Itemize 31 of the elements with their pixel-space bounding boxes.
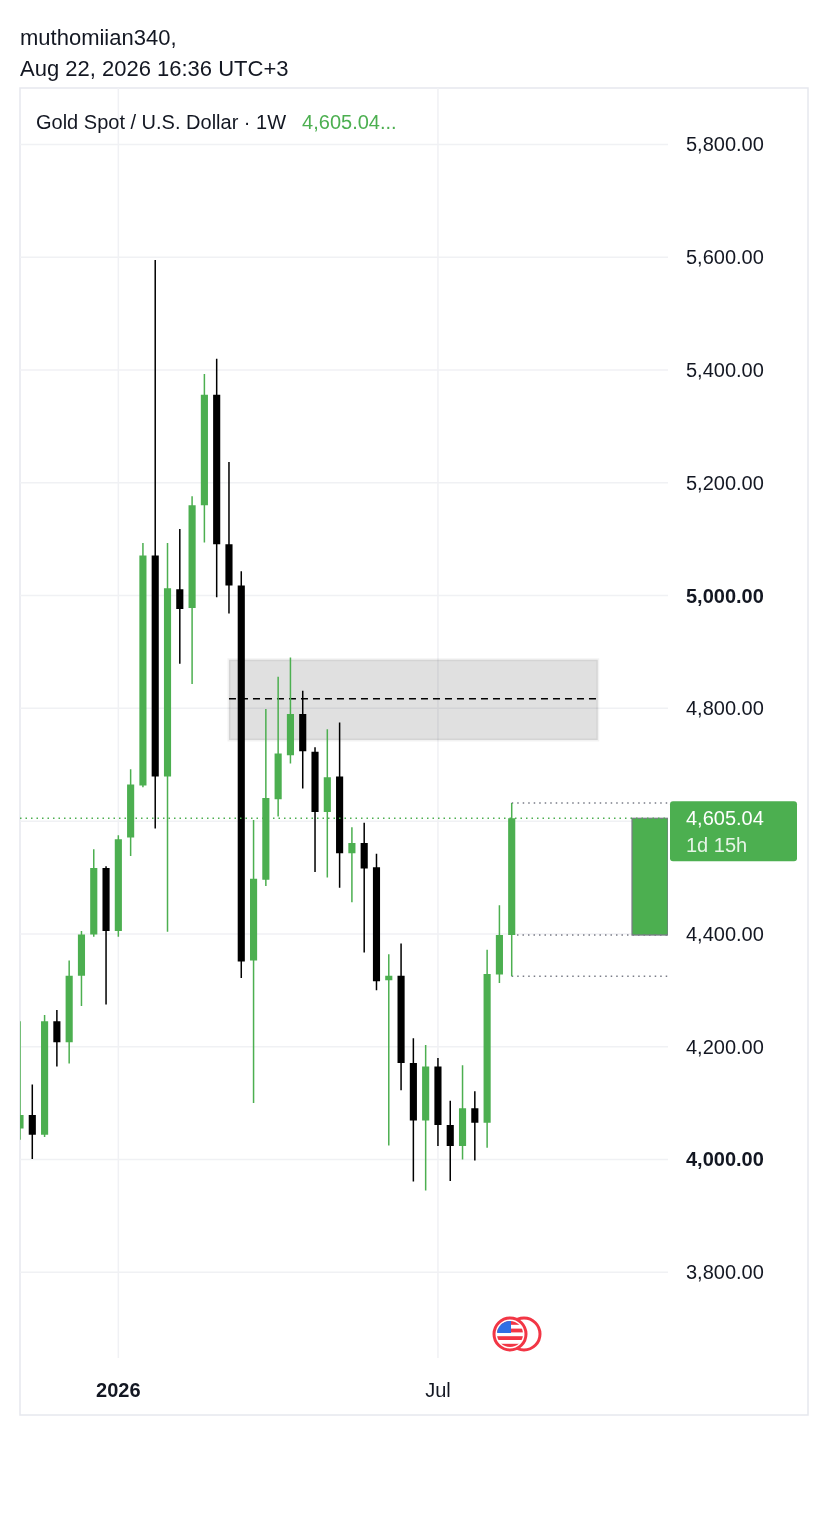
candlestick	[225, 461, 233, 614]
candlestick	[348, 827, 356, 903]
candlestick	[446, 1100, 454, 1181]
x-tick-label: 2026	[96, 1379, 141, 1401]
y-tick-label: 4,000.00	[686, 1148, 764, 1171]
candlestick	[53, 1010, 61, 1067]
y-tick-label: 5,600.00	[686, 246, 764, 269]
x-tick-label: Jul	[425, 1379, 451, 1401]
y-tick-label: 4,800.00	[686, 697, 764, 720]
candlestick	[311, 747, 319, 872]
candlestick	[274, 676, 282, 817]
text: muthomiian340,	[20, 24, 177, 50]
y-tick-label: 5,000.00	[686, 584, 764, 607]
candlestick	[176, 529, 184, 664]
y-tick-label: 5,400.00	[686, 358, 764, 381]
y-tick-label: 3,800.00	[686, 1261, 764, 1284]
candlestick	[360, 822, 368, 953]
y-tick-label: 4,400.00	[686, 922, 764, 945]
text: 4,605.04...	[302, 111, 397, 133]
candlestick	[151, 260, 159, 829]
candlestick	[434, 1057, 442, 1146]
ref-line-label: 4,605.04	[686, 807, 764, 830]
text: Gold Spot / U.S. Dollar · 1W	[36, 111, 287, 133]
candlestick	[385, 954, 393, 1146]
text: 1d 15h	[686, 834, 748, 857]
candlestick	[102, 866, 110, 1005]
text: Aug 22, 2026 16:36 UTC+3	[20, 55, 289, 81]
y-tick-label: 4,200.00	[686, 1035, 764, 1058]
candlestick	[471, 1091, 479, 1161]
y-tick-label: 5,800.00	[686, 133, 764, 156]
y-tick-label: 5,200.00	[686, 471, 764, 494]
